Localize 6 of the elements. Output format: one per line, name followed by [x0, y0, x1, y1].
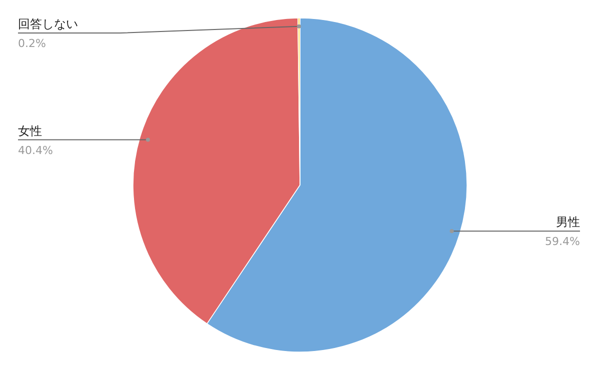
- data-label: 59.4%: [545, 235, 580, 248]
- data-label: 0.2%: [18, 37, 46, 50]
- data-label: 40.4%: [18, 144, 53, 157]
- slice-label: 男性: [556, 215, 580, 230]
- slice-label: 回答しない: [18, 17, 78, 31]
- slice-label: 女性: [18, 124, 42, 138]
